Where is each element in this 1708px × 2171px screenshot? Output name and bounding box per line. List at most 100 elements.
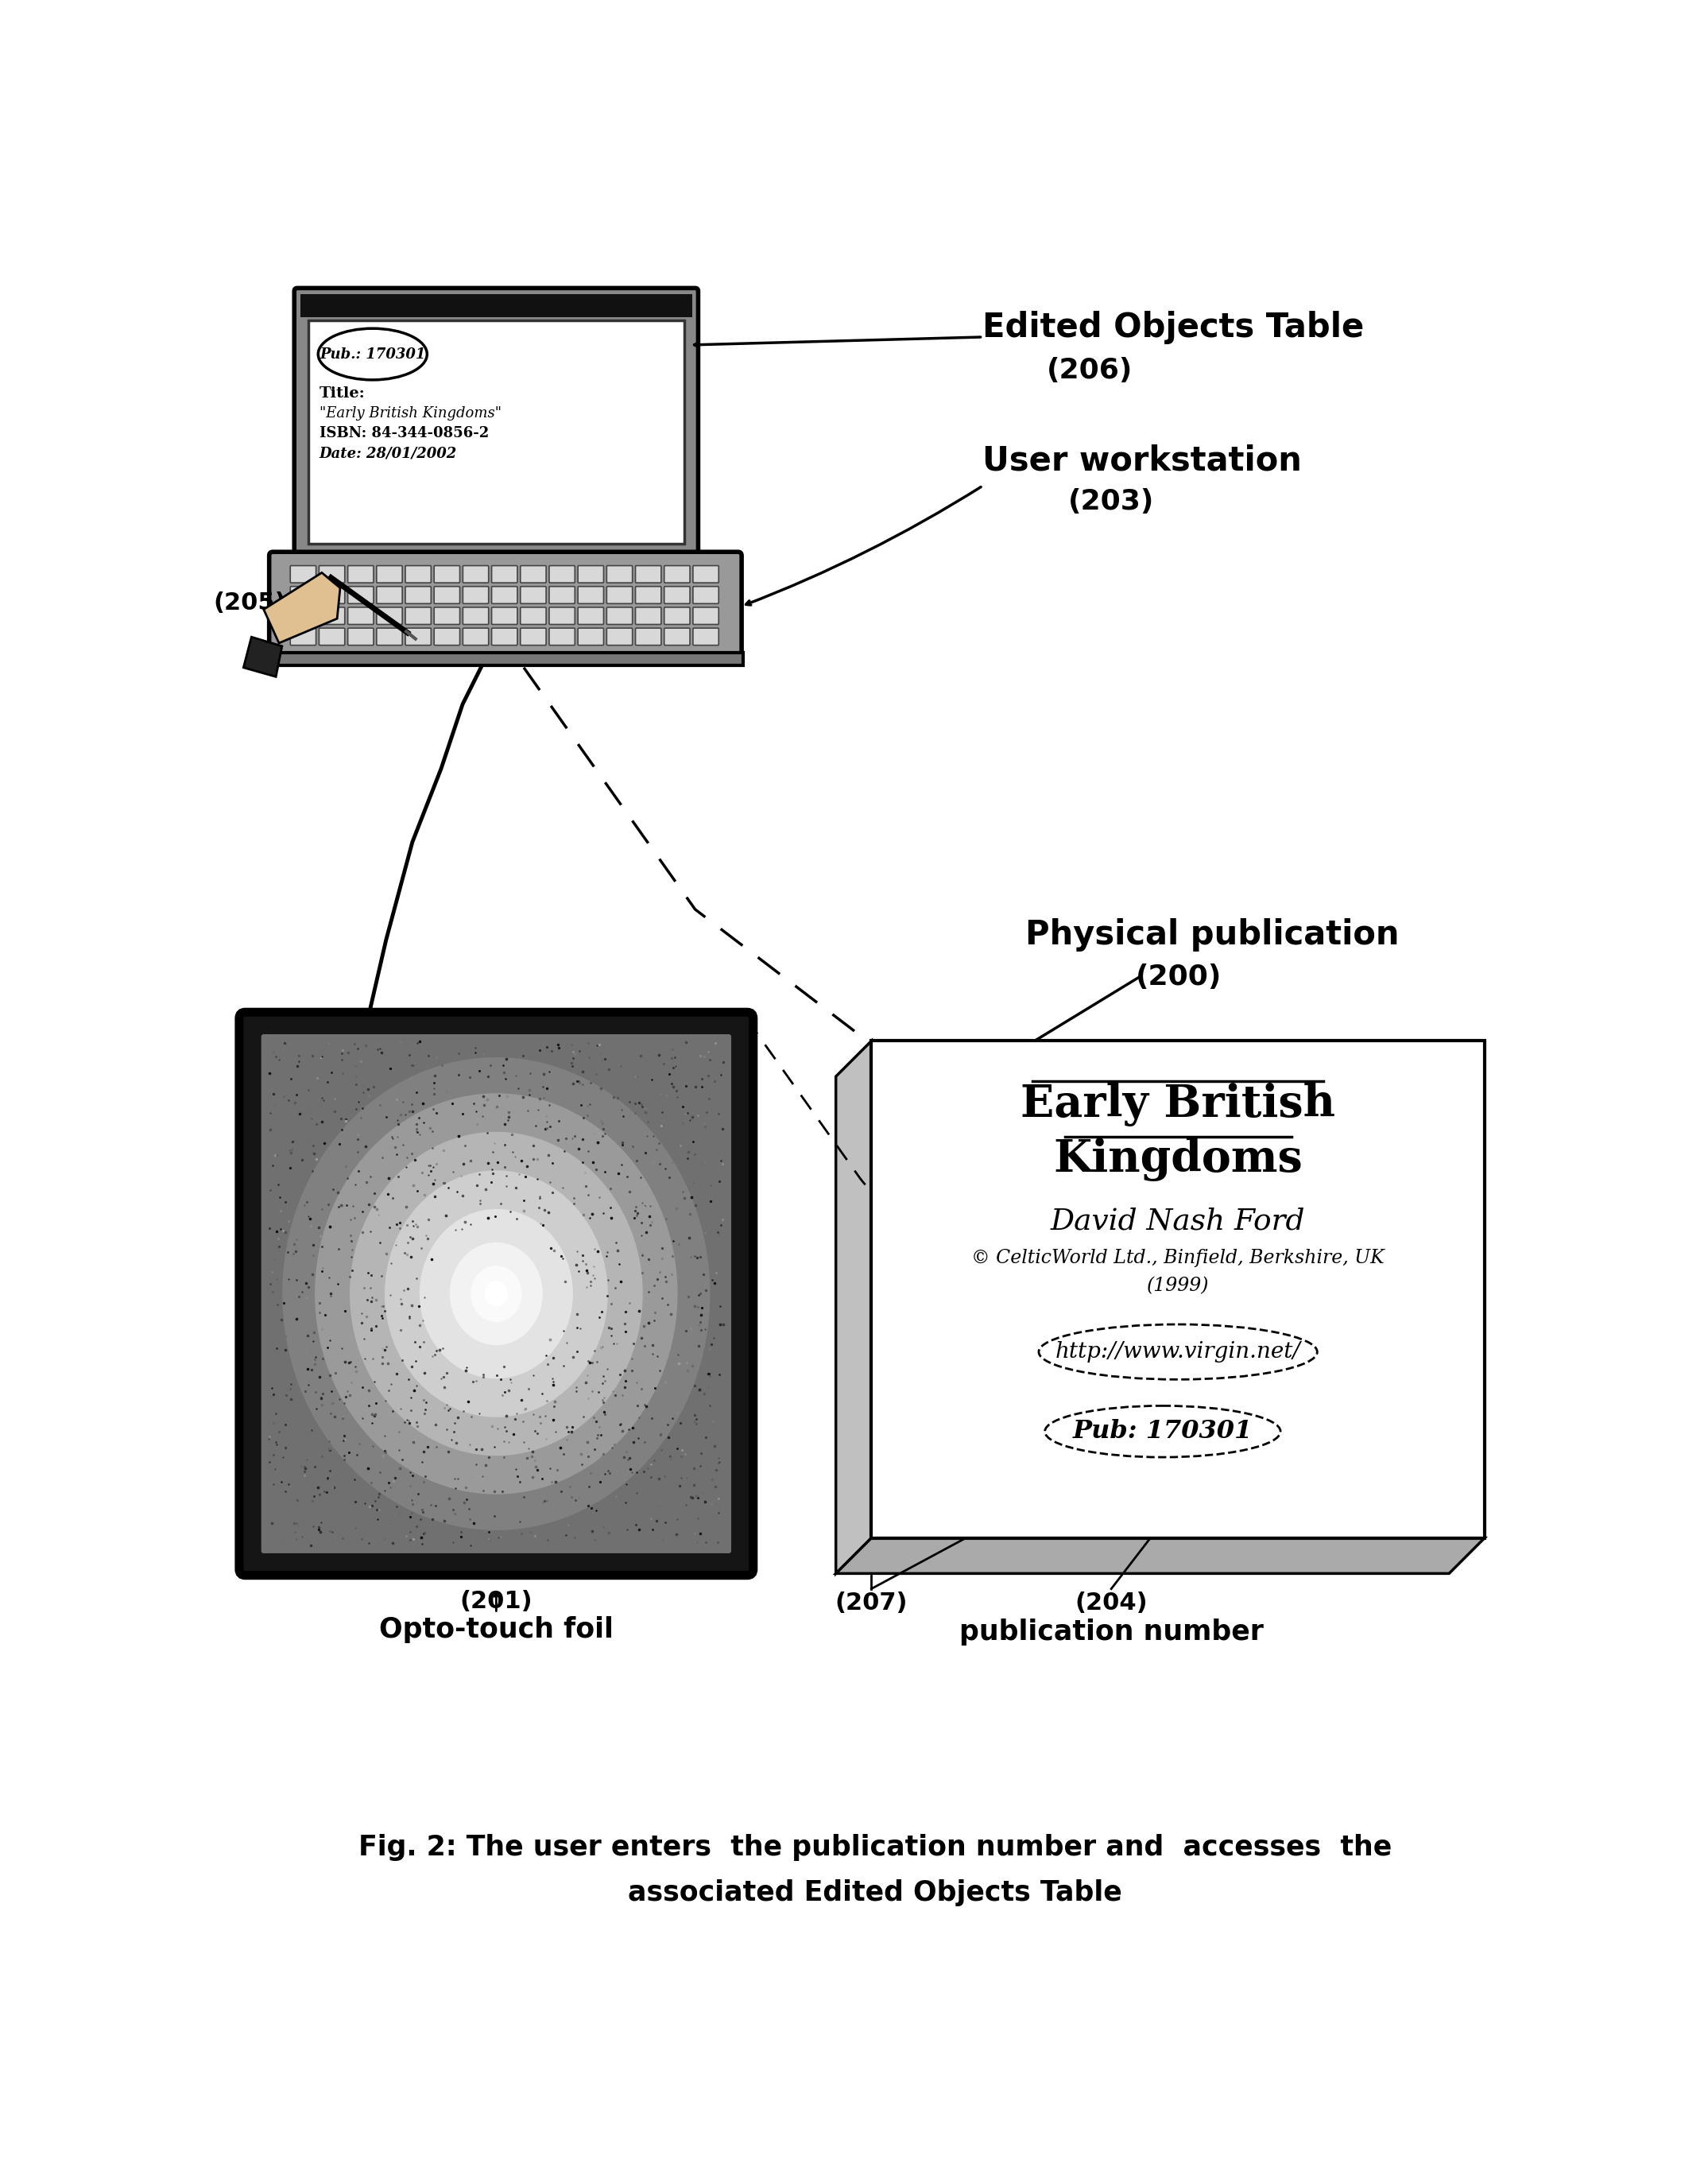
FancyBboxPatch shape bbox=[319, 608, 345, 625]
FancyBboxPatch shape bbox=[693, 586, 719, 604]
FancyBboxPatch shape bbox=[550, 627, 576, 645]
Text: (201): (201) bbox=[459, 1589, 533, 1613]
Text: Pub.: 170301: Pub.: 170301 bbox=[319, 347, 425, 360]
Ellipse shape bbox=[420, 1209, 572, 1379]
FancyBboxPatch shape bbox=[635, 586, 661, 604]
FancyBboxPatch shape bbox=[550, 608, 576, 625]
Ellipse shape bbox=[449, 1242, 543, 1346]
FancyBboxPatch shape bbox=[606, 586, 632, 604]
FancyBboxPatch shape bbox=[664, 567, 690, 582]
Ellipse shape bbox=[314, 1094, 678, 1494]
Ellipse shape bbox=[384, 1170, 608, 1418]
Text: Opto-touch foil: Opto-touch foil bbox=[379, 1617, 613, 1643]
FancyBboxPatch shape bbox=[376, 586, 403, 604]
Ellipse shape bbox=[1045, 1407, 1281, 1457]
FancyBboxPatch shape bbox=[405, 627, 430, 645]
Polygon shape bbox=[835, 1040, 871, 1574]
FancyBboxPatch shape bbox=[463, 586, 488, 604]
FancyBboxPatch shape bbox=[309, 321, 685, 545]
FancyBboxPatch shape bbox=[577, 608, 603, 625]
FancyBboxPatch shape bbox=[492, 608, 518, 625]
Ellipse shape bbox=[1038, 1324, 1317, 1379]
FancyBboxPatch shape bbox=[301, 295, 692, 317]
Text: Physical publication: Physical publication bbox=[1025, 918, 1399, 951]
FancyBboxPatch shape bbox=[261, 1033, 731, 1552]
Text: Date: 28/01/2002: Date: 28/01/2002 bbox=[319, 445, 458, 460]
FancyBboxPatch shape bbox=[693, 567, 719, 582]
Ellipse shape bbox=[471, 1266, 523, 1322]
FancyBboxPatch shape bbox=[664, 586, 690, 604]
FancyBboxPatch shape bbox=[434, 586, 459, 604]
Text: User workstation: User workstation bbox=[982, 445, 1301, 478]
FancyBboxPatch shape bbox=[606, 608, 632, 625]
FancyBboxPatch shape bbox=[492, 586, 518, 604]
FancyBboxPatch shape bbox=[348, 608, 374, 625]
FancyBboxPatch shape bbox=[405, 586, 430, 604]
FancyBboxPatch shape bbox=[550, 586, 576, 604]
Text: associated Edited Objects Table: associated Edited Objects Table bbox=[629, 1880, 1122, 1906]
Text: (207): (207) bbox=[835, 1591, 907, 1615]
FancyBboxPatch shape bbox=[492, 627, 518, 645]
Text: Title:: Title: bbox=[319, 386, 366, 402]
Ellipse shape bbox=[282, 1057, 711, 1531]
Ellipse shape bbox=[350, 1131, 642, 1457]
FancyBboxPatch shape bbox=[376, 627, 403, 645]
FancyBboxPatch shape bbox=[405, 608, 430, 625]
Text: "Early British Kingdoms": "Early British Kingdoms" bbox=[319, 406, 502, 421]
Text: (1999): (1999) bbox=[1146, 1277, 1209, 1294]
FancyBboxPatch shape bbox=[434, 627, 459, 645]
FancyBboxPatch shape bbox=[463, 567, 488, 582]
FancyBboxPatch shape bbox=[521, 608, 547, 625]
Text: (200): (200) bbox=[1136, 964, 1221, 990]
FancyBboxPatch shape bbox=[635, 608, 661, 625]
FancyBboxPatch shape bbox=[290, 586, 316, 604]
Ellipse shape bbox=[318, 328, 427, 380]
FancyBboxPatch shape bbox=[319, 586, 345, 604]
FancyBboxPatch shape bbox=[664, 627, 690, 645]
FancyBboxPatch shape bbox=[434, 608, 459, 625]
FancyBboxPatch shape bbox=[290, 567, 316, 582]
FancyBboxPatch shape bbox=[376, 608, 403, 625]
Text: publication number: publication number bbox=[960, 1617, 1264, 1646]
FancyBboxPatch shape bbox=[521, 586, 547, 604]
Text: (205): (205) bbox=[214, 593, 285, 614]
Text: Fig. 2: The user enters  the publication number and  accesses  the: Fig. 2: The user enters the publication … bbox=[359, 1834, 1392, 1861]
Polygon shape bbox=[835, 1537, 1484, 1574]
FancyBboxPatch shape bbox=[577, 586, 603, 604]
Text: (204): (204) bbox=[1074, 1591, 1148, 1615]
Text: Kingdoms: Kingdoms bbox=[1054, 1138, 1303, 1181]
Text: ISBN: 84-344-0856-2: ISBN: 84-344-0856-2 bbox=[319, 426, 488, 441]
FancyBboxPatch shape bbox=[290, 608, 316, 625]
FancyBboxPatch shape bbox=[239, 1012, 753, 1576]
FancyBboxPatch shape bbox=[606, 627, 632, 645]
FancyBboxPatch shape bbox=[434, 567, 459, 582]
FancyBboxPatch shape bbox=[606, 567, 632, 582]
FancyBboxPatch shape bbox=[405, 567, 430, 582]
FancyBboxPatch shape bbox=[463, 608, 488, 625]
FancyBboxPatch shape bbox=[270, 551, 741, 656]
Text: http://www.virgin.net/: http://www.virgin.net/ bbox=[1056, 1342, 1301, 1363]
FancyBboxPatch shape bbox=[871, 1040, 1484, 1537]
FancyBboxPatch shape bbox=[319, 567, 345, 582]
FancyBboxPatch shape bbox=[635, 627, 661, 645]
Text: (203): (203) bbox=[1069, 488, 1155, 515]
FancyBboxPatch shape bbox=[693, 627, 719, 645]
FancyBboxPatch shape bbox=[376, 567, 403, 582]
Ellipse shape bbox=[485, 1281, 507, 1307]
Text: © CelticWorld Ltd., Binfield, Berkshire, UK: © CelticWorld Ltd., Binfield, Berkshire,… bbox=[972, 1248, 1385, 1268]
FancyBboxPatch shape bbox=[577, 627, 603, 645]
FancyBboxPatch shape bbox=[348, 627, 374, 645]
Text: Pub: 170301: Pub: 170301 bbox=[1073, 1420, 1252, 1444]
FancyBboxPatch shape bbox=[693, 608, 719, 625]
FancyBboxPatch shape bbox=[348, 586, 374, 604]
FancyBboxPatch shape bbox=[664, 608, 690, 625]
FancyBboxPatch shape bbox=[268, 651, 743, 666]
Text: Early British: Early British bbox=[1021, 1083, 1336, 1127]
FancyBboxPatch shape bbox=[319, 627, 345, 645]
FancyBboxPatch shape bbox=[521, 567, 547, 582]
FancyBboxPatch shape bbox=[492, 567, 518, 582]
Text: David Nash Ford: David Nash Ford bbox=[1050, 1207, 1305, 1235]
FancyBboxPatch shape bbox=[550, 567, 576, 582]
FancyBboxPatch shape bbox=[463, 627, 488, 645]
Text: (206): (206) bbox=[1047, 358, 1132, 384]
